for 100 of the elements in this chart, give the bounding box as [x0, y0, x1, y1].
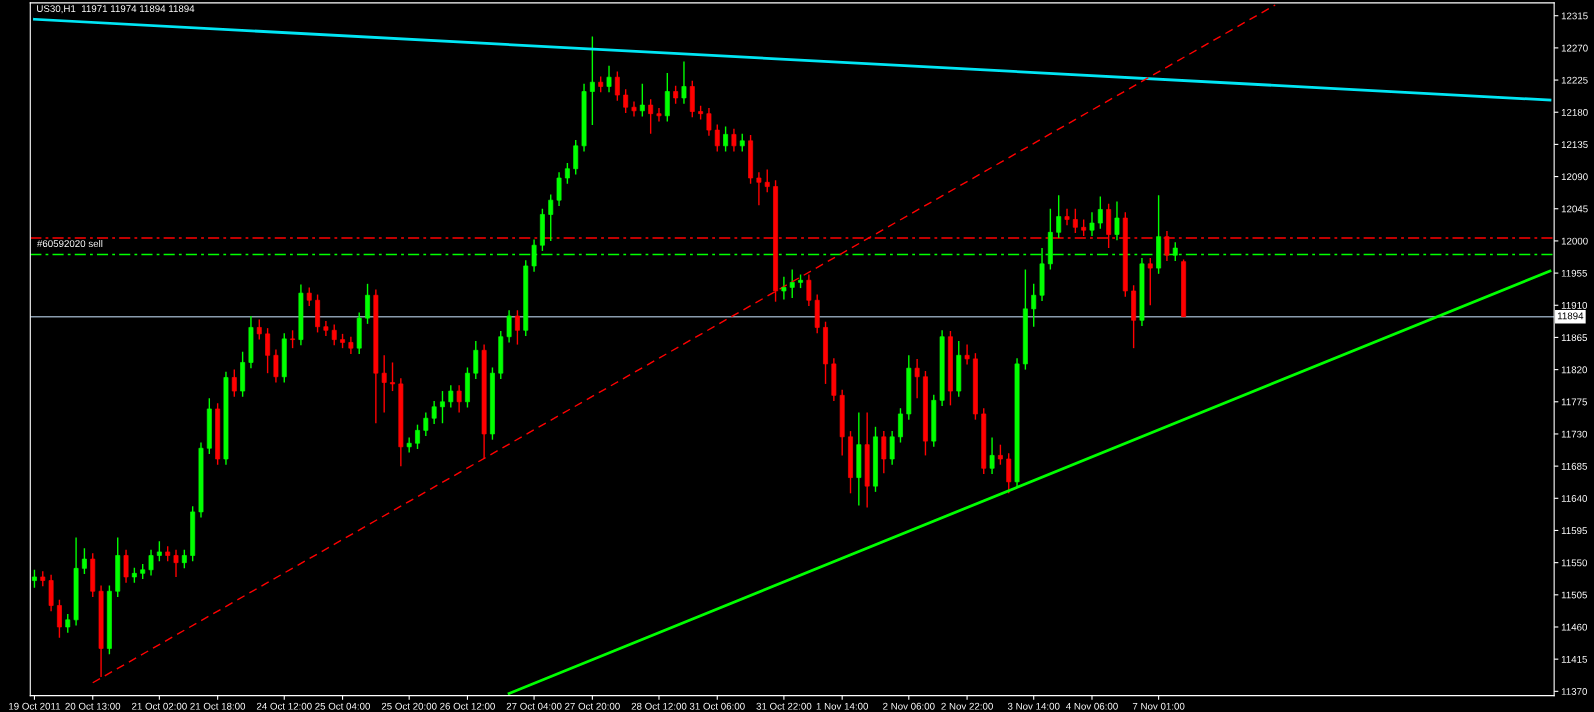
y-tick-label: 11955 [1561, 269, 1587, 277]
candlestick [997, 443, 1003, 466]
y-tick-label: 11910 [1561, 302, 1588, 309]
candlestick [964, 343, 970, 366]
candlestick [556, 171, 562, 207]
candlestick [564, 162, 570, 185]
candlestick [448, 384, 454, 409]
candlestick [156, 540, 162, 562]
candlestick [473, 340, 479, 380]
candlestick [756, 171, 762, 206]
y-tick-label: 11685 [1561, 462, 1587, 470]
candlestick [706, 107, 712, 137]
y-tick-label: 12225 [1561, 76, 1588, 84]
y-tick-label: 12135 [1561, 141, 1588, 149]
x-tick-label: 31 Oct 22:00 [756, 702, 812, 710]
candlestick [415, 423, 420, 450]
candlestick [456, 384, 462, 414]
candlestick [1072, 208, 1078, 234]
candlestick [881, 430, 887, 474]
candlestick [764, 168, 770, 194]
x-tick-label: 27 Oct 04:00 [506, 702, 562, 710]
candlestick [431, 400, 437, 425]
candlestick [81, 547, 87, 575]
x-tick-label: 7 Nov 01:00 [1132, 702, 1185, 710]
candlestick [1089, 211, 1095, 237]
chart-title: US30,H1 11971 11974 11894 11894 [37, 5, 195, 14]
candlestick [723, 125, 729, 153]
candlestick [781, 275, 787, 301]
x-tick-label: 20 Oct 13:00 [65, 702, 121, 710]
candlestick [423, 411, 429, 437]
y-tick-label: 12045 [1561, 205, 1588, 213]
ref-line-label: 11894 [1557, 312, 1584, 320]
y-tick-label: 11595 [1561, 527, 1587, 535]
y-tick-label: 11370 [1561, 688, 1588, 695]
candlestick [639, 82, 645, 118]
y-tick-label: 11460 [1561, 623, 1588, 631]
candlestick [406, 436, 412, 454]
y-tick-label: 12090 [1561, 173, 1588, 181]
candlestick [631, 100, 637, 118]
candlestick [714, 123, 720, 153]
y-tick-label: 11550 [1561, 559, 1588, 567]
candlestick [989, 436, 995, 475]
candlestick [648, 98, 654, 135]
candlestick [681, 60, 687, 105]
x-tick-label: 25 Oct 20:00 [381, 702, 437, 710]
candlestick [898, 407, 903, 444]
candlestick [789, 268, 795, 299]
x-tick-label: 19 Oct 2011 [9, 702, 61, 710]
candlestick [123, 549, 129, 584]
candlestick [390, 361, 395, 392]
candlestick [231, 368, 237, 398]
x-tick-label: 28 Oct 12:00 [631, 702, 687, 710]
candlestick [623, 88, 629, 114]
candlestick [365, 283, 370, 325]
candlestick [1147, 257, 1153, 306]
y-tick-label: 11415 [1561, 656, 1587, 663]
x-tick-label: 21 Oct 18:00 [190, 702, 246, 710]
x-tick-label: 3 Nov 14:00 [1007, 702, 1060, 710]
candlestick [181, 549, 187, 570]
x-tick-label: 26 Oct 12:00 [440, 702, 495, 710]
candlestick [614, 70, 620, 102]
candlestick [731, 127, 737, 153]
candlestick [656, 107, 662, 123]
candlestick [148, 549, 154, 577]
candlestick [914, 358, 920, 399]
candlestick [306, 286, 312, 307]
candlestick [65, 613, 71, 634]
candlestick [273, 348, 279, 384]
y-tick-label: 11820 [1561, 366, 1588, 374]
candlestick [256, 318, 262, 341]
y-tick-label: 11865 [1561, 334, 1587, 342]
candlestick [323, 320, 329, 337]
x-tick-label: 31 Oct 06:00 [689, 702, 745, 710]
annotation: #60592020 sell [36, 239, 103, 248]
y-tick-label: 12000 [1561, 237, 1588, 245]
candlestick [1031, 283, 1037, 328]
candlestick [1097, 195, 1103, 230]
x-tick-label: 4 Nov 06:00 [1066, 702, 1118, 710]
candlestick [57, 599, 62, 639]
candlestick [173, 549, 179, 578]
candlestick [381, 354, 387, 414]
candlestick [1114, 200, 1120, 241]
y-tick-label: 11640 [1561, 495, 1588, 502]
candlestick [606, 65, 612, 93]
candlestick [506, 309, 512, 344]
candlestick [1006, 452, 1012, 494]
x-tick-label: 2 Nov 22:00 [941, 702, 993, 710]
y-tick-label: 12270 [1561, 44, 1588, 52]
candlestick [1056, 194, 1062, 239]
y-tick-label: 11730 [1561, 430, 1588, 438]
candlestick [889, 430, 895, 466]
candlestick [331, 323, 337, 346]
candlestick [1064, 208, 1070, 226]
candlestick [514, 309, 520, 346]
candlestick [265, 327, 271, 374]
x-tick-label: 27 Oct 20:00 [565, 702, 620, 710]
y-tick-label: 11505 [1561, 591, 1587, 599]
x-tick-label: 24 Oct 12:00 [256, 702, 312, 710]
candlestick [806, 273, 812, 307]
candlestick [440, 390, 445, 424]
